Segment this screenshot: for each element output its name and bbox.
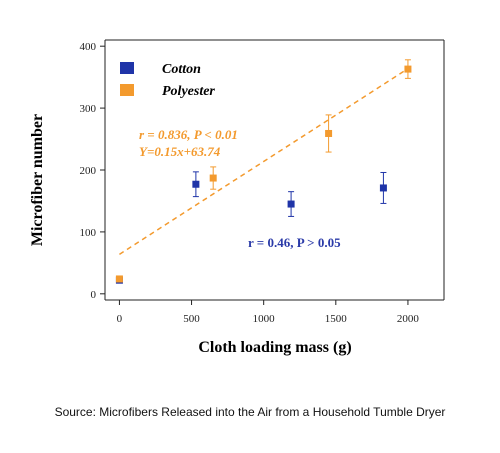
x-tick-label: 500 xyxy=(183,313,200,325)
legend: Cotton Polyester xyxy=(120,62,215,99)
polyester-data-point xyxy=(325,129,333,137)
polyester-correlation-annotation: r = 0.836, P < 0.01 xyxy=(139,127,238,142)
y-tick-label: 400 xyxy=(80,41,97,53)
polyester-data-point xyxy=(209,174,217,182)
cotton-correlation-annotation: r = 0.46, P > 0.05 xyxy=(248,235,341,250)
y-tick-label: 300 xyxy=(80,103,97,115)
polyester-fit-line xyxy=(119,68,409,255)
legend-swatch-cotton xyxy=(120,62,134,74)
axis-ticks: 0 500 1000 1500 2000 0 100 200 300 400 xyxy=(80,41,420,325)
cotton-data-point xyxy=(287,200,295,208)
source-caption: Source: Microfibers Released into the Ai… xyxy=(54,405,446,419)
y-axis-title: Microfiber number xyxy=(29,114,46,246)
x-tick-label: 0 xyxy=(117,313,123,325)
x-tick-label: 1000 xyxy=(253,313,276,325)
fit-lines xyxy=(119,68,409,255)
x-tick-label: 1500 xyxy=(325,313,348,325)
x-tick-label: 2000 xyxy=(397,313,420,325)
cotton-data-point xyxy=(379,184,387,192)
polyester-data-point xyxy=(115,275,123,283)
legend-label-cotton: Cotton xyxy=(162,62,201,77)
cotton-data-point xyxy=(192,180,200,188)
polyester-data-point xyxy=(404,65,412,73)
polyester-fit-equation: Y=0.15x+63.74 xyxy=(139,144,221,159)
x-axis-title: Cloth loading mass (g) xyxy=(198,339,351,356)
y-tick-label: 100 xyxy=(80,227,97,239)
y-tick-label: 0 xyxy=(91,289,97,301)
legend-swatch-polyester xyxy=(120,84,134,96)
y-tick-label: 200 xyxy=(80,165,97,177)
data-points xyxy=(115,59,412,284)
legend-label-polyester: Polyester xyxy=(162,84,215,99)
